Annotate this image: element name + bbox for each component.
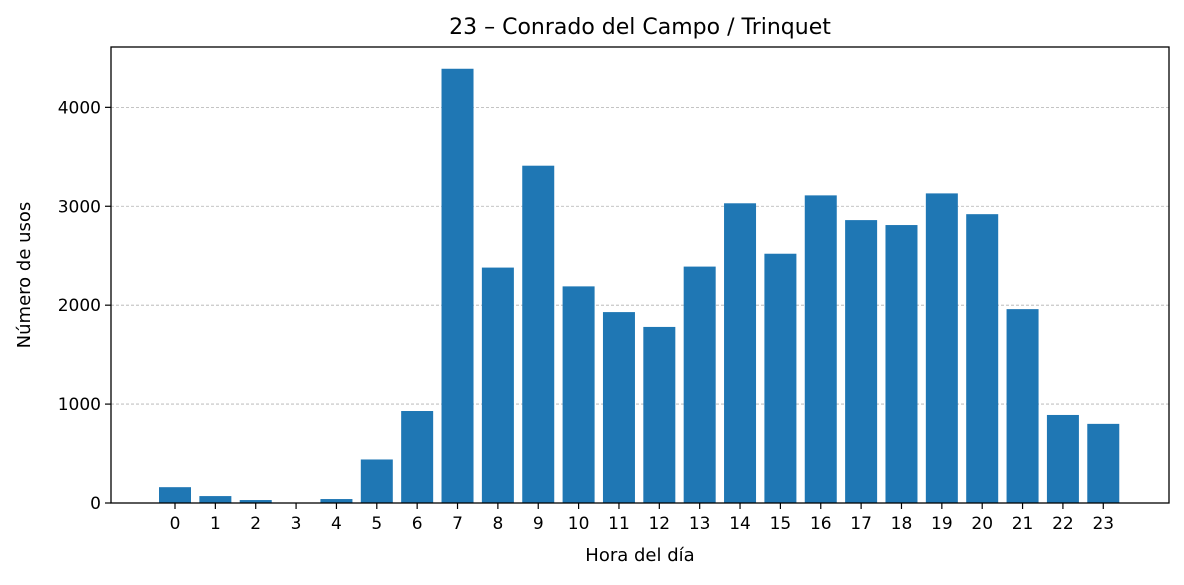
x-tick-label: 4 [331,514,342,534]
bar-hour-8 [482,268,514,503]
bar-hour-14 [724,203,756,503]
x-tick-label: 23 [1092,514,1114,534]
x-tick-label: 0 [170,514,181,534]
x-tick-label: 21 [1012,514,1034,534]
bar-hour-17 [845,220,877,503]
bar-hour-23 [1087,424,1119,503]
x-tick-label: 14 [729,514,751,534]
bar-hour-7 [442,69,474,503]
x-tick-label: 7 [452,514,463,534]
x-tick-label: 5 [371,514,382,534]
bar-hour-22 [1047,415,1079,503]
x-tick-label: 11 [608,514,630,534]
y-tick-label: 0 [90,494,101,514]
x-tick-label: 6 [412,514,423,534]
bar-hour-15 [764,254,796,503]
bar-hour-19 [926,193,958,503]
x-tick-label: 12 [648,514,670,534]
x-tick-label: 3 [291,514,302,534]
x-tick-label: 2 [250,514,261,534]
bar-hour-1 [199,496,231,503]
x-tick-label: 19 [931,514,953,534]
bar-hour-9 [522,166,554,503]
x-tick-label: 22 [1052,514,1074,534]
x-tick-label: 18 [891,514,913,534]
bar-hour-11 [603,312,635,503]
bars-layer [159,69,1119,503]
x-tick-label: 20 [971,514,993,534]
bar-hour-6 [401,411,433,503]
bar-hour-10 [563,286,595,503]
x-tick-label: 8 [492,514,503,534]
y-axis: 0 1000 2000 3000 4000 [58,98,111,514]
x-tick-label: 10 [568,514,590,534]
bar-hour-13 [684,267,716,503]
x-tick-label: 13 [689,514,711,534]
x-tick-label: 1 [210,514,221,534]
bar-hour-0 [159,487,191,503]
y-tick-label: 4000 [58,98,101,118]
bar-hour-21 [1007,309,1039,503]
bar-hour-18 [885,225,917,503]
x-tick-label: 15 [770,514,792,534]
y-axis-label: Número de usos [14,202,35,349]
bar-hour-12 [643,327,675,503]
y-tick-label: 3000 [58,197,101,217]
bar-hour-5 [361,459,393,503]
x-tick-label: 9 [533,514,544,534]
chart-title: 23 – Conrado del Campo / Trinquet [449,15,831,40]
x-tick-label: 16 [810,514,832,534]
bar-hour-16 [805,195,837,503]
x-tick-label: 17 [850,514,872,534]
x-axis-label: Hora del día [585,545,694,566]
bar-hour-20 [966,214,998,503]
y-tick-label: 1000 [58,395,101,415]
y-tick-label: 2000 [58,296,101,316]
